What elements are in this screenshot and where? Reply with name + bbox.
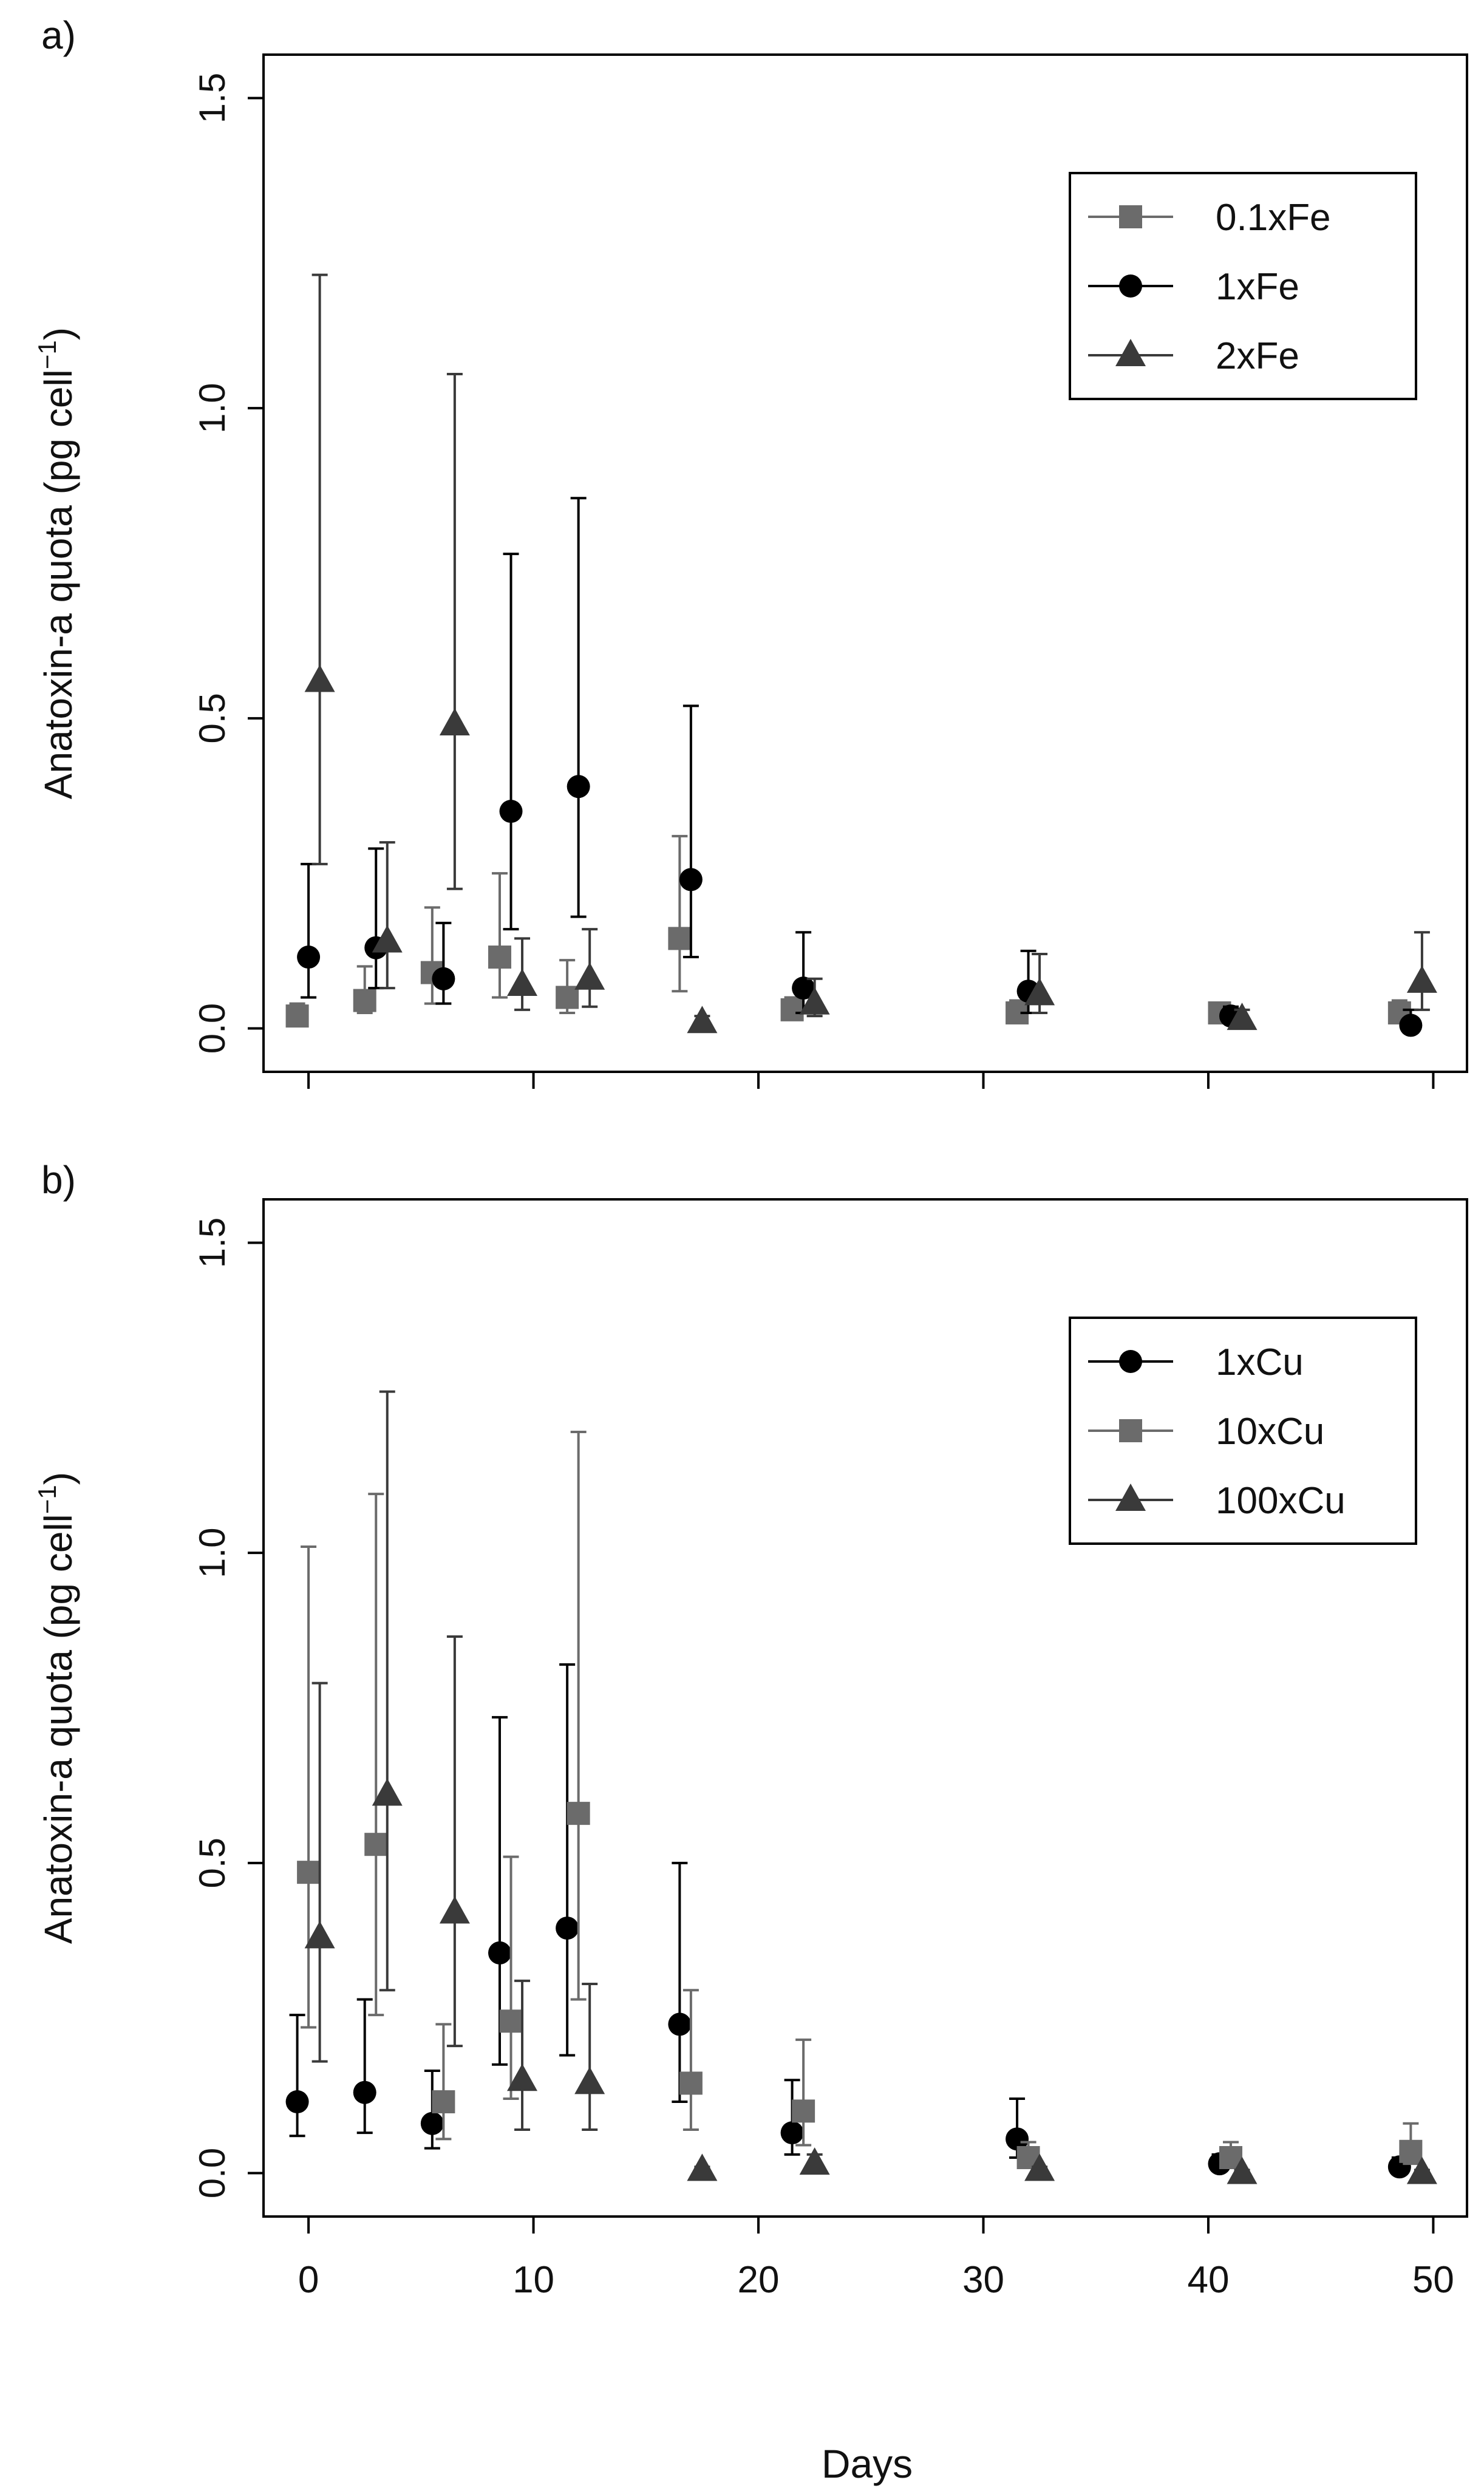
series-100xCu [304, 1390, 1437, 2184]
legend: 0.1xFe 1xFe 2xFe [1069, 172, 1417, 400]
series-1xCu [285, 1663, 1411, 2179]
data-point [285, 1004, 309, 1028]
legend-label: 10xCu [1216, 1411, 1324, 1453]
y-tick-label: 1.5 [192, 73, 233, 123]
data-point [1406, 2156, 1437, 2184]
data-point [499, 800, 523, 823]
data-point [1227, 1003, 1258, 1031]
legend-label: 1xCu [1216, 1341, 1304, 1383]
series-2xFe [304, 273, 1437, 1034]
x-tick-label: 30 [962, 2259, 1004, 2301]
data-point [1024, 2153, 1055, 2181]
data-point [1406, 965, 1437, 993]
data-point [488, 1941, 511, 1965]
data-point [574, 962, 605, 990]
data-point [567, 1802, 590, 1825]
y-axis-label-text: Anatoxin-a quota (pg cell [36, 369, 80, 799]
data-point [780, 998, 804, 1021]
y-axis-label-text: Anatoxin-a quota (pg cell [36, 1514, 80, 1944]
data-point [297, 1861, 321, 1884]
x-tick-label: 10 [512, 2259, 554, 2301]
data-point [567, 775, 590, 799]
panel-a: a) 0.0 0.5 1.0 1.5 Anatoxin-a quota (pg cell−… [33, 13, 1468, 1089]
x-tick-label: 0 [298, 2259, 319, 2301]
y-tick-label: 1.0 [192, 383, 233, 433]
y-tick-label: 0.5 [192, 1838, 233, 1888]
y-axis-label-close: ) [36, 1472, 80, 1485]
legend-label: 2xFe [1216, 335, 1299, 377]
data-point [507, 969, 538, 997]
data-point [499, 2009, 523, 2033]
data-point [799, 987, 830, 1015]
x-tick-label: 40 [1187, 2259, 1229, 2301]
data-point [304, 664, 335, 692]
data-point [372, 1778, 403, 1806]
data-point [1399, 2139, 1423, 2163]
data-point [439, 1896, 470, 1924]
data-point [687, 1006, 718, 1034]
data-point [668, 2012, 692, 2036]
x-tick-label: 50 [1412, 2259, 1454, 2301]
y-tick-label: 1.5 [192, 1218, 233, 1268]
data-point [304, 1921, 335, 1949]
plot-frame [262, 53, 1468, 1073]
data-point [1006, 2127, 1029, 2151]
data-point [799, 2147, 830, 2175]
data-point [439, 708, 470, 736]
data-point [1227, 2156, 1258, 2184]
data-point [353, 989, 376, 1012]
panel-b: b) 0.0 0.5 1.0 1.5 0 10 20 30 40 50 Anatoxin-a quot… [33, 1158, 1468, 2301]
legend-label: 100xCu [1216, 1480, 1346, 1522]
plot-frame [262, 1198, 1468, 2218]
data-point [1024, 978, 1055, 1006]
y-tick-label: 0.0 [192, 1003, 233, 1054]
data-point [432, 967, 455, 990]
legend-marker [1119, 1350, 1142, 1373]
data-point [297, 946, 321, 969]
data-point [668, 927, 692, 950]
legend-marker [1119, 1419, 1142, 1442]
data-point [488, 946, 511, 969]
legend-marker [1115, 339, 1146, 366]
series-1xFe [297, 497, 1423, 1037]
data-point [364, 1833, 388, 1856]
y-axis-label: Anatoxin-a quota (pg cell−1) [33, 327, 80, 799]
y-axis-label-superscript: −1 [33, 340, 61, 369]
data-point [792, 2099, 815, 2123]
data-point [420, 2111, 444, 2135]
data-point [792, 976, 815, 1000]
y-tick-label: 0.0 [192, 2148, 233, 2198]
legend: 1xCu 10xCu 100xCu [1069, 1317, 1417, 1545]
data-point [353, 2080, 376, 2104]
y-axis-label: Anatoxin-a quota (pg cell−1) [33, 1472, 80, 1944]
data-point [679, 2071, 703, 2095]
data-point [780, 2121, 804, 2145]
data-point [556, 1917, 579, 1940]
y-axis-label-close: ) [36, 327, 80, 340]
y-tick-label: 0.5 [192, 693, 233, 743]
data-point [285, 2090, 309, 2114]
legend-label: 1xFe [1216, 266, 1299, 308]
panel-label: a) [41, 13, 76, 57]
data-point [687, 2153, 718, 2181]
legend-marker [1119, 205, 1142, 228]
x-axis-label: Days [822, 2441, 913, 2486]
y-axis-label-superscript: −1 [33, 1485, 61, 1514]
y-tick-label: 1.0 [192, 1527, 233, 1578]
panel-label: b) [41, 1158, 76, 1202]
legend-label: 0.1xFe [1216, 197, 1331, 239]
data-point [1399, 1014, 1423, 1037]
data-point [372, 925, 403, 953]
data-point [574, 2067, 605, 2094]
legend-marker [1115, 1484, 1146, 1511]
data-point [507, 2063, 538, 2091]
legend-marker [1119, 274, 1142, 298]
x-tick-label: 20 [738, 2259, 780, 2301]
data-point [679, 868, 703, 891]
data-point [432, 2090, 455, 2114]
